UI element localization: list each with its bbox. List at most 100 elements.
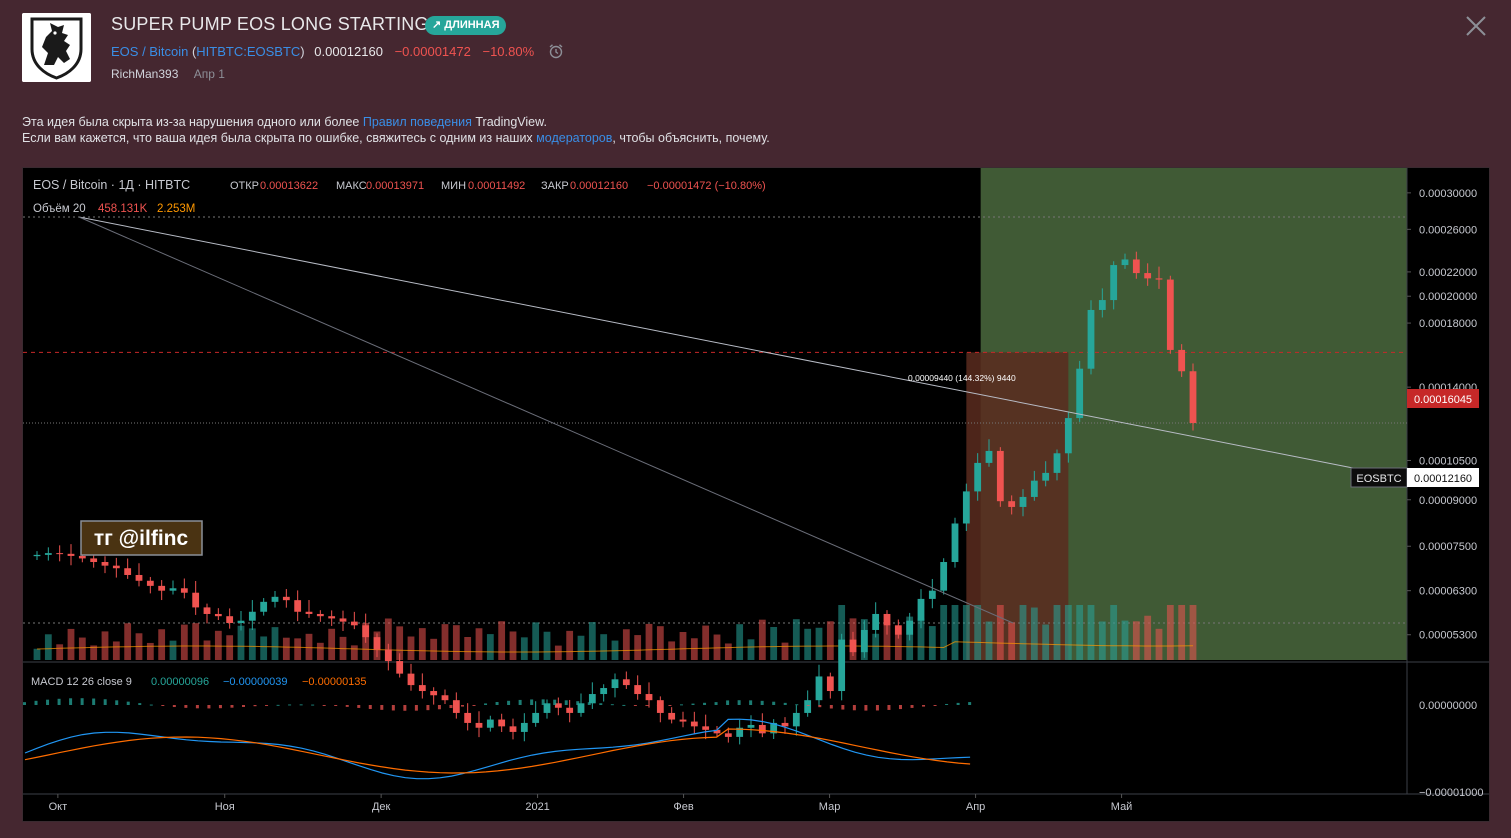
candles (33, 251, 1197, 745)
candle-body (305, 611, 313, 614)
watermark-text: тг @ilfinc (94, 527, 189, 550)
candle-body (906, 620, 914, 635)
volume-bar (1121, 620, 1129, 660)
candle-body (339, 618, 347, 622)
macd-hist-bar (80, 698, 84, 705)
volume-bar (1053, 605, 1061, 660)
close-icon[interactable] (1465, 15, 1487, 37)
macd-hist-bar (437, 705, 441, 710)
price-tick-label: 0.00005300 (1419, 630, 1477, 642)
volume-bar (690, 638, 698, 660)
candle-body (804, 700, 812, 713)
candle-body (974, 462, 982, 492)
volume-bar (271, 627, 279, 660)
candle-body (294, 600, 302, 612)
candle-body (1132, 259, 1140, 274)
volume-bar (441, 624, 449, 660)
macd-hist-bar (922, 705, 926, 707)
candle-body (1098, 300, 1106, 310)
candle-body (588, 694, 596, 704)
candle-body (815, 676, 823, 701)
candle-body (78, 555, 86, 559)
notice-line-1: Эта идея была скрыта из-за нарушения одн… (22, 114, 770, 130)
macd-hist-bar (806, 705, 810, 706)
candle-body (724, 733, 732, 737)
macd-hist-bar (887, 705, 891, 710)
alarm-clock-icon[interactable] (548, 43, 564, 62)
volume-bar (645, 623, 653, 660)
macd-hist-bar (115, 700, 119, 705)
candle-body (883, 613, 891, 626)
symbol-line: EOS / Bitcoin (HITBTC:EOSBTC) 0.00012160… (111, 43, 564, 62)
macd-hist-bar (103, 699, 107, 705)
volume-bar (237, 625, 245, 660)
macd-hist-bar (795, 704, 799, 706)
volume-bar (282, 637, 290, 660)
volume-label: Объём 20 (33, 203, 86, 215)
time-tick-label: Мар (819, 801, 841, 813)
candle-body (928, 590, 936, 599)
ticker-link[interactable]: HITBTC:EOSBTC (196, 43, 301, 59)
candle-body (418, 685, 426, 692)
symbol-link[interactable]: EOS / Bitcoin (111, 43, 189, 59)
candle-body (282, 596, 290, 601)
macd-signal-value: −0.00000135 (302, 676, 367, 688)
candle-body (645, 694, 653, 701)
candle-body (441, 695, 449, 701)
moderators-link[interactable]: модераторов (536, 131, 613, 145)
candle-body (350, 621, 358, 626)
candle-body (770, 722, 778, 734)
price-tick-label: 0.00026000 (1419, 224, 1477, 236)
candle-body (1110, 265, 1118, 301)
macd-hist-bar (933, 705, 937, 706)
candle-body (656, 700, 664, 713)
macd-hist-bar (737, 700, 741, 705)
volume-bar (430, 638, 438, 660)
rules-link[interactable]: Правил поведения (362, 115, 472, 129)
candle-body (146, 580, 154, 586)
author-logo[interactable] (22, 13, 91, 82)
volume-bar (498, 621, 506, 660)
macd-hist-bar (599, 703, 603, 705)
candle-body (713, 729, 721, 734)
candle-body (543, 703, 551, 713)
macd-hist-bar (391, 705, 395, 711)
macd-hist-bar (230, 705, 234, 708)
long-badge: ↗ ДЛИННАЯ (425, 16, 507, 35)
legend-open-label: ОТКР (230, 180, 259, 192)
price-tick-label: 0.00009000 (1419, 495, 1477, 507)
price-tick-label: 0.00018000 (1419, 318, 1477, 330)
chart-frame[interactable]: 0.00030000 0.00026000 0.00022000 0.00020000… (22, 167, 1490, 822)
volume-bar (702, 625, 710, 660)
volume-bar (588, 622, 596, 660)
macd-hist-bar (956, 702, 960, 705)
chart-legend: EOS / Bitcoin · 1Д · HITBTC ОТКР 0.00013… (31, 178, 766, 688)
price-tick-label: 0.00006300 (1419, 586, 1477, 598)
macd-hist-bar (253, 705, 257, 707)
candle-body (384, 649, 392, 662)
volume-bar (736, 624, 744, 660)
time-tick-label: Дек (372, 801, 391, 813)
legend-change: −0.00001472 (−10.80%) (647, 180, 766, 192)
volume-bar (962, 605, 970, 660)
candle-body (917, 598, 925, 621)
price-chart[interactable]: 0.00030000 0.00026000 0.00022000 0.00020000… (23, 168, 1491, 823)
candle-body (316, 613, 324, 617)
macd-hist-bar (299, 704, 303, 706)
candle-body (452, 700, 460, 713)
macd-hist-bar (507, 700, 511, 705)
candle-body (838, 639, 846, 692)
volume-bar (101, 631, 109, 660)
ticker-close-paren: ) (300, 43, 305, 59)
macd-tick-label: −0.00001000 (1419, 787, 1484, 799)
candle-body (67, 553, 75, 556)
macd-line-value: −0.00000039 (223, 676, 288, 688)
price-tick-label: 0.00007500 (1419, 541, 1477, 553)
candle-body (962, 491, 970, 524)
candle-body (940, 562, 948, 591)
macd-hist-bar (276, 704, 280, 706)
volume-bar (1076, 605, 1084, 660)
author-name[interactable]: RichMan393 (111, 67, 179, 81)
macd-hist-bar (749, 700, 753, 705)
candle-body (736, 727, 744, 737)
